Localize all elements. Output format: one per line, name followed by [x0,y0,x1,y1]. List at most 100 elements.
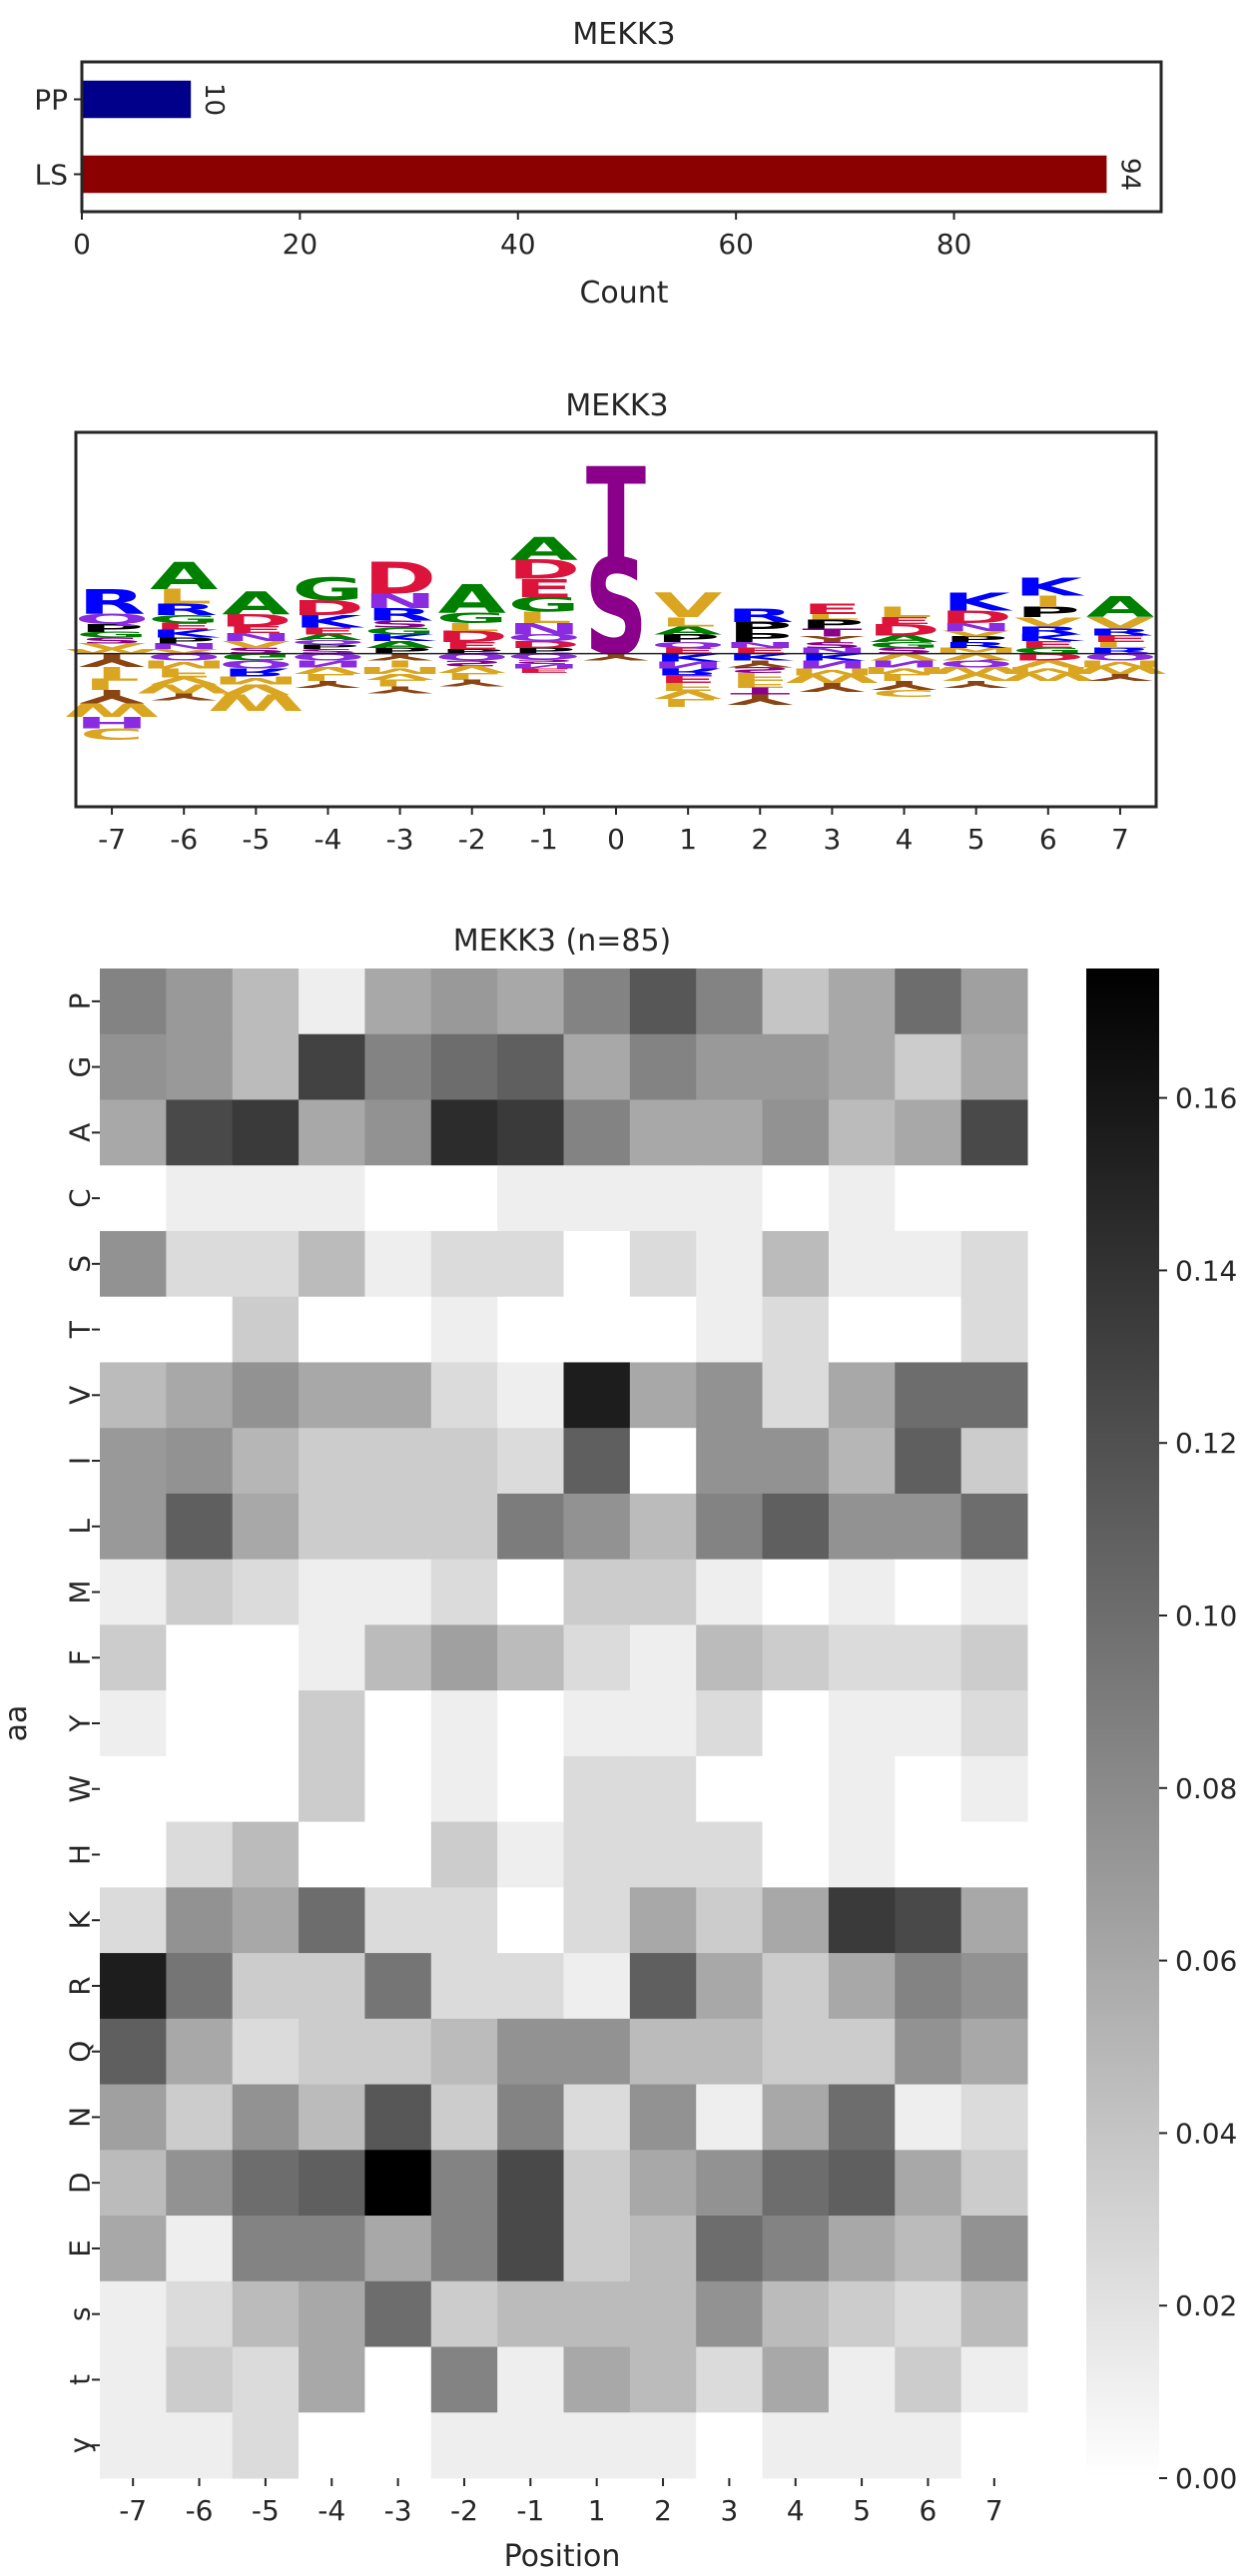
logo-letter: F [730,679,790,690]
heatmap-cell [696,2412,764,2479]
heatmap-cell [364,2018,432,2086]
logo-letter: Y [799,680,866,694]
logo-letter: Q [147,651,222,662]
heatmap-cell [299,1690,365,1757]
heatmap-cell [299,1624,365,1691]
heatmap-cell [960,2412,1028,2479]
y-tick-label: S [64,1255,97,1273]
x-tick-label: 3 [720,2494,738,2527]
heatmap-cell [100,2412,167,2479]
heatmap-cell [762,2084,830,2151]
logo-letter: N [292,658,365,669]
logo-letter: E [802,601,862,617]
heatmap-cell [364,1493,432,1561]
heatmap-cell [895,1953,962,2020]
logo-letter: V [222,639,291,650]
heatmap-cell [299,2280,365,2348]
logo-letter: W [1071,665,1168,676]
heatmap-cell [696,1428,764,1495]
x-tick-label: -4 [314,823,342,856]
heatmap-cell [629,1493,697,1561]
logo-letter: L [660,615,716,629]
heatmap-cell [563,1362,631,1429]
colorbar-tick-label: 0.04 [1175,2117,1237,2150]
y-tick-label: H [64,1844,97,1865]
logo-letter: R [78,582,146,622]
heatmap-cell [696,2150,764,2217]
y-tick-label: LS [35,159,68,192]
heatmap-cell [895,2018,962,2086]
heatmap-cell [232,1230,300,1298]
heatmap-cell [497,968,564,1035]
x-tick-label: -3 [386,823,414,856]
logo-letter: E [658,646,718,655]
logo-letter: N [507,662,581,669]
logo-letter: Y [871,678,938,692]
heatmap-cell [895,1230,962,1298]
heatmap-cell [828,1821,896,1888]
heatmap-cell [895,1362,962,1429]
heatmap-cell [960,2018,1028,2086]
heatmap-cell [629,2280,697,2348]
heatmap-cell [762,1099,830,1166]
heatmap-cell [563,2216,631,2282]
logo-letter: G [363,626,435,637]
logo-letter: N [147,642,221,651]
x-tick-label: 5 [967,823,985,856]
logo-letter: A [222,585,290,621]
heatmap-cell [232,1165,300,1232]
logo-letter: K [294,612,365,632]
heatmap-cell [629,1296,697,1363]
heatmap-cell [895,1559,962,1625]
heatmap-cell [497,1887,564,1954]
heatmap-cell [563,1953,631,2020]
logo-letter: V [1086,614,1154,632]
logo-letter: P [512,646,577,655]
logo-letter: P [728,619,793,637]
logo-letter: N [940,621,1013,634]
heatmap-cell [100,1296,167,1363]
heatmap-cell [430,1296,498,1363]
logo-letter: V [1014,615,1083,629]
logo-letter: H [75,714,149,732]
logo-letter: E [226,624,286,635]
logo-letter: G [76,630,148,639]
logo-letter: G [220,651,292,662]
heatmap-cell [696,2216,764,2282]
heatmap-cell [430,2084,498,2151]
heatmap-cell [232,1296,300,1363]
logo-letter: E [154,621,214,632]
logo-letter: L [1092,641,1148,650]
heatmap-cell [960,1362,1028,1429]
logo-letter: R [1086,627,1154,638]
heatmap-cell [100,2216,167,2282]
logo-letter: N [723,641,797,650]
heatmap-cell [895,2150,962,2217]
heatmap-cell [762,2216,830,2282]
heatmap-cell [696,1230,764,1298]
heatmap-cell [895,1690,962,1757]
logo-letter: C [80,725,145,743]
heatmap-cell [696,1690,764,1757]
logo-letter: M [789,666,877,677]
heatmap-cell [497,1493,564,1561]
heatmap-cell [563,2280,631,2348]
logo-letter: S [368,619,431,630]
heatmap-cell [232,1690,300,1757]
heatmap-cell [364,1821,432,1888]
logo-letter: P [943,635,1008,644]
heatmap-cell [166,968,234,1035]
logo-letter: Y [79,685,145,707]
logo-letter: Y [942,679,1008,690]
heatmap-cell [563,1230,631,1298]
logo-letter: M [861,665,948,676]
logo-letter: R [366,605,434,625]
heatmap-cell [364,1887,432,1954]
logo-letter: Q [1082,651,1157,662]
heatmap-cell [762,1230,830,1298]
heatmap-cell [364,1230,432,1298]
heatmap-cell [430,1428,498,1495]
x-tick-label: 20 [283,228,318,261]
heatmap-cell [100,1165,167,1232]
colorbar-tick-label: 0.00 [1175,2462,1237,2495]
